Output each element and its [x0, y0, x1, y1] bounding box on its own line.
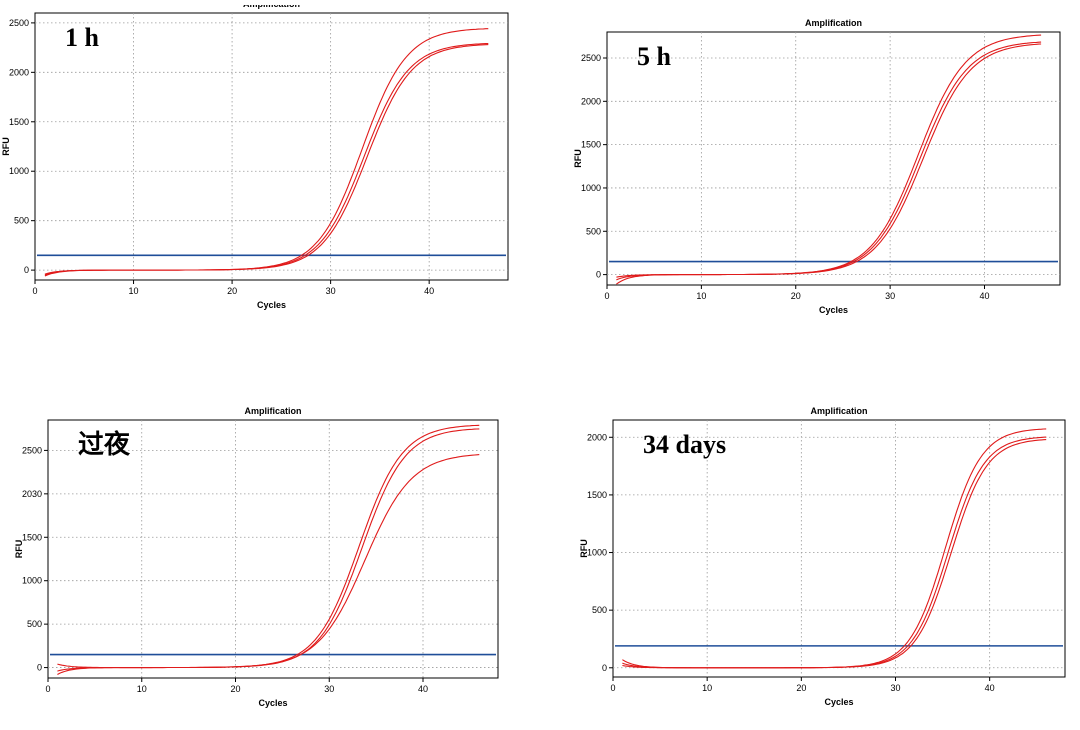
x-tick-label: 10	[696, 291, 706, 301]
y-tick-label: 500	[592, 605, 607, 615]
y-tick-label: 1500	[9, 117, 29, 127]
y-tick-label: 2000	[9, 67, 29, 77]
y-tick-label: 2500	[581, 53, 601, 63]
y-tick-label: 2500	[9, 18, 29, 28]
x-tick-label: 40	[424, 286, 434, 296]
x-axis-label: Cycles	[819, 305, 848, 315]
y-tick-label: 1500	[581, 140, 601, 150]
x-tick-label: 30	[326, 286, 336, 296]
panel-label: 1 h	[65, 23, 100, 52]
y-tick-label: 0	[37, 663, 42, 673]
x-tick-label: 30	[885, 291, 895, 301]
y-tick-label: 2000	[587, 432, 607, 442]
x-tick-label: 0	[604, 291, 609, 301]
x-tick-label: 30	[324, 684, 334, 694]
panel-label: 5 h	[637, 42, 672, 71]
x-tick-label: 10	[702, 683, 712, 693]
amplification-panel-1h: 0 10 20 30 40 0 500 1000 1500 2000 2500 Amplificati…	[0, 0, 520, 325]
amplification-panel-34days: 0 10 20 30 40 0 500 1000 1500 2000 Amplification Cy…	[545, 398, 1080, 725]
y-tick-label: 2000	[581, 96, 601, 106]
y-tick-label: 0	[596, 270, 601, 280]
y-axis-label: RFU	[573, 149, 583, 168]
y-tick-label: 1000	[22, 576, 42, 586]
amplification-curve-3	[616, 43, 1042, 278]
panel-label: 过夜	[78, 429, 131, 459]
x-tick-label: 40	[979, 291, 989, 301]
amplification-curve-3	[44, 44, 489, 275]
y-tick-label: 1000	[581, 183, 601, 193]
x-tick-label: 10	[129, 286, 139, 296]
chart-title: Amplification	[244, 406, 301, 416]
x-tick-label: 0	[610, 683, 615, 693]
x-tick-label: 20	[796, 683, 806, 693]
y-tick-label: 2500	[22, 445, 42, 455]
chart-overnight: 0 10 20 30 4005001000150020302500Amplificati…	[14, 406, 499, 708]
x-tick-label: 30	[890, 683, 900, 693]
chart-1h: 0 10 20 30 40 0 500 1000 1500 2000 2500 Amplificati…	[1, 0, 509, 310]
chart-title: Amplification	[810, 406, 867, 416]
x-tick-label: 40	[985, 683, 995, 693]
amplification-curve-3	[57, 454, 480, 669]
amplification-curve-3	[622, 439, 1047, 669]
y-tick-label: 500	[14, 216, 29, 226]
y-tick-label: 0	[602, 663, 607, 673]
y-axis-label: RFU	[1, 137, 11, 156]
y-tick-label: 0	[24, 265, 29, 275]
chart-34days: 0 10 20 30 40 0 500 1000 1500 2000 Amplification Cy…	[579, 406, 1066, 707]
x-axis-label: Cycles	[258, 698, 287, 708]
x-tick-label: 0	[45, 684, 50, 694]
y-tick-label: 500	[27, 619, 42, 629]
chart-title: Amplification	[243, 5, 300, 9]
y-axis-label: RFU	[579, 539, 589, 558]
plot-frame	[606, 31, 1061, 286]
y-axis-label: RFU	[14, 540, 24, 559]
amplification-panel-5h: 0 10 20 30 40 0 500 1000 1500 2000 2500 Amplificati…	[545, 7, 1080, 327]
chart-5h: 0 10 20 30 40 0 500 1000 1500 2000 2500 Amplificati…	[573, 18, 1061, 315]
chart-title: Amplification	[805, 18, 862, 28]
x-tick-label: 10	[137, 684, 147, 694]
y-tick-label: 1500	[22, 532, 42, 542]
x-tick-label: 40	[418, 684, 428, 694]
x-tick-label: 20	[230, 684, 240, 694]
y-tick-label: 1000	[9, 166, 29, 176]
x-axis-label: Cycles	[257, 300, 286, 310]
amplification-panel-overnight: 0 10 20 30 40 0 500 1000 1500 2030 2500 Amplificati…	[0, 398, 520, 725]
y-tick-label: 500	[586, 226, 601, 236]
x-axis-label: Cycles	[824, 697, 853, 707]
y-tick-label: 1500	[587, 490, 607, 500]
x-tick-label: 20	[227, 286, 237, 296]
x-tick-label: 20	[791, 291, 801, 301]
y-tick-label: 2030	[22, 489, 42, 499]
panel-label: 34 days	[643, 430, 726, 459]
x-tick-label: 0	[32, 286, 37, 296]
y-tick-label: 1000	[587, 548, 607, 558]
